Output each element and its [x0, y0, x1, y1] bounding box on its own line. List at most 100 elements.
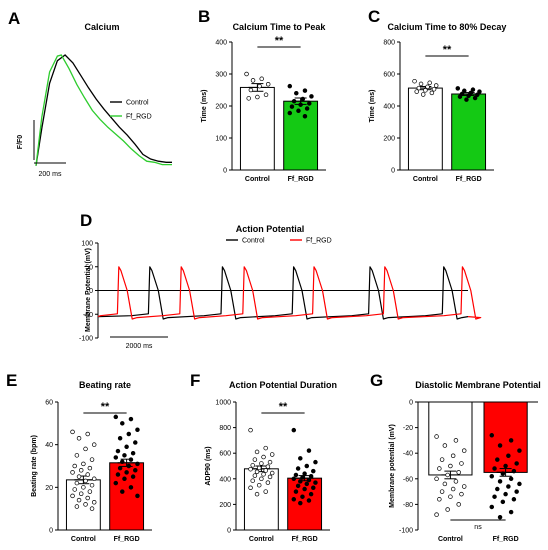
y-tick-label-B: 0	[223, 168, 227, 175]
y-tick-label-B: 100	[215, 136, 227, 143]
data-point-E-Ff_RGD	[135, 493, 140, 499]
data-point-E-Ff_RGD	[128, 416, 134, 422]
y-tick-label-C: 800	[383, 40, 395, 47]
data-point-E-Ff_RGD	[120, 421, 125, 426]
data-point-G-Ff_RGD	[503, 463, 508, 469]
y-tick-label-C: 200	[383, 136, 395, 143]
y-tick-label-D: 50	[85, 264, 93, 271]
legend-label-A-Control: Control	[126, 100, 149, 107]
y-tick-label-E: 0	[49, 528, 53, 535]
y-tick-label-G: -100	[399, 528, 413, 535]
data-point-G-Control	[459, 491, 464, 497]
data-point-F-Control	[252, 473, 258, 478]
data-point-E-Control	[81, 485, 86, 490]
scale-bar-label-D: 2000 ms	[126, 343, 153, 350]
data-point-B-Ff_RGD	[300, 96, 306, 102]
legend-label-D-Control: Control	[242, 238, 265, 245]
data-point-G-Ff_RGD	[495, 486, 500, 492]
data-point-B-Ff_RGD	[287, 83, 293, 89]
data-point-G-Control	[437, 497, 442, 502]
data-point-E-Control	[74, 504, 80, 509]
data-point-E-Control	[74, 480, 80, 486]
data-point-C-Ff_RGD	[468, 90, 474, 96]
data-point-B-Ff_RGD	[289, 104, 295, 109]
y-tick-label-E: 20	[45, 485, 53, 492]
data-point-F-Ff_RGD	[304, 481, 310, 487]
data-point-E-Ff_RGD	[113, 480, 119, 486]
data-point-F-Control	[269, 452, 275, 457]
data-point-E-Control	[72, 463, 77, 469]
y-axis-label-A: F/F0	[17, 135, 24, 149]
data-point-G-Ff_RGD	[514, 461, 519, 466]
data-point-G-Ff_RGD	[508, 509, 514, 515]
chart-title-F: Action Potential Duration	[229, 380, 337, 390]
data-point-G-Control	[450, 486, 456, 492]
category-label-B-Control: Control	[245, 176, 270, 183]
data-point-E-Ff_RGD	[122, 453, 127, 458]
y-axis-label-F: ADP90 (ms)	[205, 446, 212, 485]
data-point-E-Ff_RGD	[130, 450, 136, 456]
data-point-E-Control	[76, 474, 82, 479]
chart-title-A: Calcium	[84, 22, 119, 32]
data-point-E-Ff_RGD	[135, 461, 140, 467]
data-point-B-Control	[246, 96, 251, 101]
y-tick-label-G: -20	[403, 425, 413, 432]
data-point-B-Control	[257, 83, 262, 89]
data-point-G-Control	[434, 434, 439, 439]
data-point-E-Ff_RGD	[122, 476, 127, 482]
data-point-G-Control	[434, 476, 439, 482]
panel-label-B: B	[198, 7, 210, 26]
data-point-E-Control	[87, 465, 93, 471]
data-point-B-Control	[263, 92, 269, 98]
category-label-F-Ff_RGD: Ff_RGD	[292, 536, 318, 543]
data-point-E-Ff_RGD	[126, 463, 132, 469]
data-point-C-Control	[423, 88, 428, 93]
data-point-E-Control	[74, 453, 80, 458]
data-point-F-Ff_RGD	[298, 500, 303, 506]
data-point-G-Control	[442, 443, 448, 448]
data-point-F-Control	[248, 466, 253, 472]
data-point-F-Ff_RGD	[306, 477, 312, 483]
chart-title-D: Action Potential	[236, 224, 305, 234]
data-point-F-Ff_RGD	[293, 472, 299, 478]
data-point-C-Control	[429, 90, 435, 96]
data-point-C-Control	[416, 85, 422, 91]
data-point-G-Ff_RGD	[517, 481, 522, 487]
data-point-F-Ff_RGD	[306, 498, 312, 503]
data-point-E-Control	[76, 497, 82, 503]
y-tick-label-D: 0	[89, 288, 93, 295]
y-axis-label-C: Time (ms)	[369, 90, 376, 123]
data-point-E-Ff_RGD	[124, 470, 129, 475]
data-point-E-Ff_RGD	[120, 489, 125, 494]
bar-G-Control	[428, 401, 473, 476]
data-point-C-Control	[427, 80, 432, 86]
data-point-B-Ff_RGD	[298, 102, 303, 107]
significance-label-B: **	[275, 35, 284, 47]
data-point-B-Ff_RGD	[296, 108, 301, 114]
category-label-G-Ff_RGD: Ff_RGD	[493, 536, 519, 543]
data-point-G-Control	[459, 461, 464, 466]
data-point-F-Ff_RGD	[300, 475, 305, 480]
data-point-B-Control	[265, 81, 271, 87]
y-tick-label-C: 400	[383, 104, 395, 111]
data-point-E-Control	[89, 482, 95, 488]
y-axis-label-D: Membrane Potential (mV)	[85, 248, 92, 332]
data-point-F-Control	[259, 476, 264, 482]
data-point-C-Ff_RGD	[462, 88, 467, 94]
data-point-E-Ff_RGD	[128, 485, 134, 490]
panel-label-C: C	[368, 7, 380, 26]
data-point-E-Control	[83, 446, 88, 452]
panel-label-A: A	[8, 9, 20, 28]
bar-F-Ff_RGD	[287, 477, 323, 531]
data-point-F-Control	[261, 472, 266, 477]
data-point-G-Control	[461, 448, 467, 453]
data-point-F-Control	[267, 459, 273, 465]
category-label-F-Control: Control	[249, 536, 274, 543]
data-point-B-Control	[244, 71, 249, 77]
data-point-G-Control	[434, 512, 439, 517]
category-label-E-Ff_RGD: Ff_RGD	[114, 536, 140, 543]
data-point-G-Control	[445, 507, 450, 512]
y-tick-label-F: 600	[219, 451, 231, 458]
data-point-C-Ff_RGD	[475, 92, 480, 98]
trace-D-Control	[97, 266, 469, 320]
